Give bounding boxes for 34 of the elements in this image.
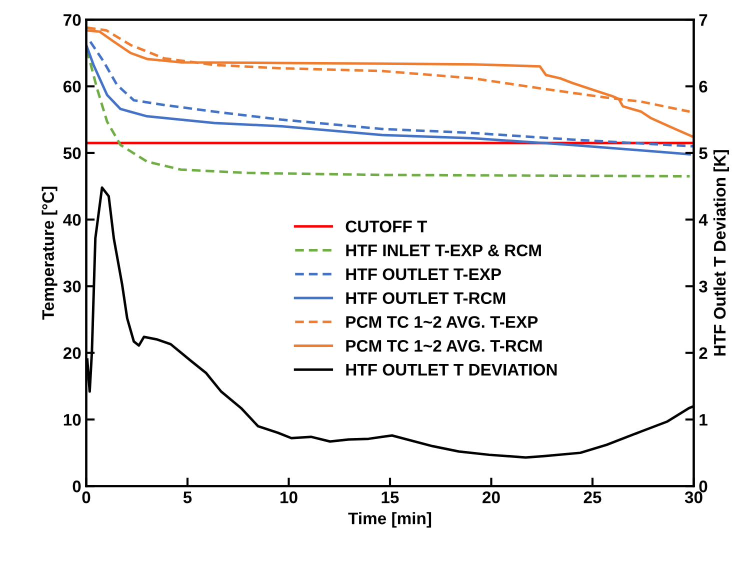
y2-tick-label: 6 — [699, 80, 708, 93]
x-tick-label: 20 — [482, 491, 500, 504]
y2-tick-label: 1 — [700, 414, 708, 426]
legend-label: PCM TC 1~2 AVG. T-EXP — [346, 316, 538, 328]
y-tick-label: 40 — [63, 214, 81, 226]
y2-tick-label: 7 — [699, 14, 708, 26]
x-axis-title: Time [min] — [348, 512, 432, 528]
x-tick-label: 10 — [280, 491, 298, 504]
y-tick-label: 20 — [63, 347, 81, 360]
y-tick-label: 50 — [63, 147, 81, 160]
y2-tick-label: 0 — [699, 480, 708, 492]
line-series — [86, 29, 693, 138]
x-tick-label: 0 — [82, 491, 90, 504]
y-tick-label: 30 — [63, 280, 81, 292]
legend-label: HTF OUTLET T-RCM — [346, 292, 506, 304]
y-tick-label: 10 — [64, 414, 81, 426]
legend-label: HTF INLET T-EXP & RCM — [346, 244, 541, 256]
legend-label: PCM TC 1~2 AVG. T-RCM — [346, 340, 542, 352]
y2-tick-label: 4 — [698, 214, 708, 226]
legend-label: CUTOFF T — [346, 220, 428, 232]
y2-axis-title: HTF Outlet T Deviation [K] — [713, 150, 729, 356]
y2-tick-label: 5 — [699, 148, 708, 160]
legend-label: HTF OUTLET T-EXP — [346, 268, 502, 280]
y2-tick-label: 3 — [698, 280, 708, 292]
y-axis-title: Temperature [°C] — [42, 186, 58, 320]
x-tick-label: 30 — [684, 491, 702, 504]
x-tick-label: 5 — [183, 492, 192, 504]
x-tick-label: 25 — [584, 491, 602, 504]
y-tick-label: 0 — [72, 480, 81, 492]
legend-label: HTF OUTLET T DEVIATION — [346, 364, 557, 376]
y-tick-label: 60 — [63, 80, 81, 93]
y-tick-label: 70 — [64, 14, 81, 26]
x-tick-label: 15 — [382, 492, 399, 504]
y2-tick-label: 2 — [699, 347, 708, 359]
